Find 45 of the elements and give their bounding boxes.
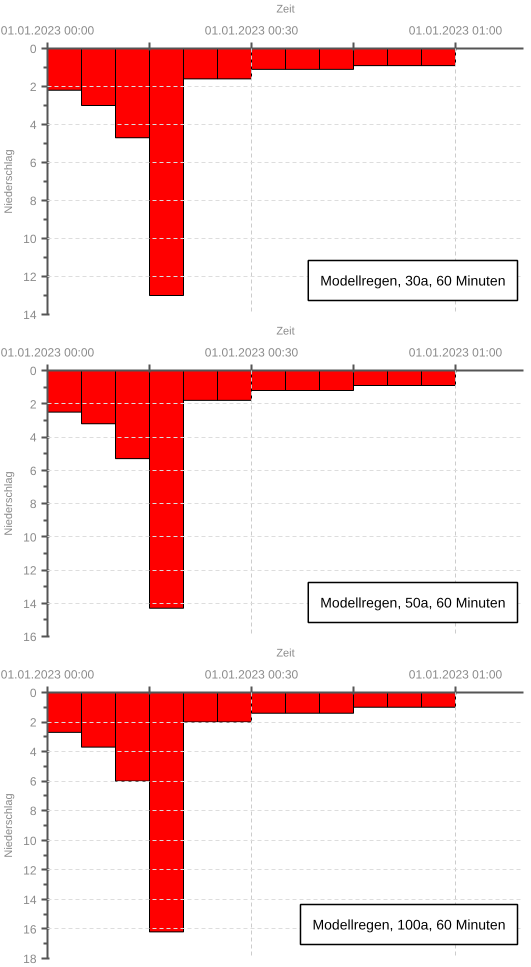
y-tick-label: 14 <box>23 308 37 322</box>
y-tick-label: 6 <box>30 156 37 170</box>
y-tick-label: 14 <box>23 892 37 907</box>
annotation: Modellregen, 30a, 60 Minuten <box>320 272 506 288</box>
y-tick-label: 6 <box>30 464 37 478</box>
y-tick-label: 12 <box>23 863 37 878</box>
y-tick-label: 0 <box>30 686 37 700</box>
y-tick-label: 10 <box>23 232 37 246</box>
y-tick-label: 8 <box>30 194 37 208</box>
x-tick-label: 01.01.2023 00:00 <box>0 346 95 360</box>
x-tick-label: 01.01.2023 01:00 <box>408 24 503 38</box>
x-tick-label: 01.01.2023 00:00 <box>0 24 95 38</box>
y-tick-label: 2 <box>30 80 37 94</box>
y-axis-title: Niederschlag <box>3 793 16 858</box>
y-tick-label: 8 <box>30 804 37 818</box>
y-tick-label: 4 <box>30 745 37 760</box>
y-tick-label: 2 <box>30 716 37 730</box>
y-tick-label: 8 <box>30 497 37 511</box>
y-tick-label: 16 <box>23 922 37 936</box>
y-tick-label: 2 <box>30 397 37 412</box>
y-tick-label: 4 <box>30 118 37 132</box>
x-tick-label: 01.01.2023 00:30 <box>204 24 299 38</box>
y-tick-label: 0 <box>30 42 37 56</box>
x-tick-label: 01.01.2023 00:30 <box>204 346 299 360</box>
y-tick-label: 10 <box>23 834 37 848</box>
y-tick-label: 14 <box>23 596 37 611</box>
y-tick-label: 18 <box>23 952 37 966</box>
x-axis-title: Zeit <box>276 4 295 16</box>
x-tick-label: 01.01.2023 01:00 <box>408 346 503 360</box>
x-tick-label: 01.01.2023 00:30 <box>204 668 299 682</box>
annotation: Modellregen, 50a, 60 Minuten <box>320 594 506 610</box>
x-tick-label: 01.01.2023 01:00 <box>408 668 503 682</box>
y-axis-title: Niederschlag <box>3 149 16 214</box>
y-tick-label: 12 <box>23 270 37 284</box>
x-tick-label: 01.01.2023 00:00 <box>0 668 95 682</box>
x-axis-title: Zeit <box>276 326 295 338</box>
annotation: Modellregen, 100a, 60 Minuten <box>312 916 506 932</box>
y-axis-title: Niederschlag <box>3 471 16 536</box>
x-axis-title: Zeit <box>276 648 295 660</box>
y-tick-label: 0 <box>30 364 37 378</box>
y-tick-label: 4 <box>30 430 37 444</box>
y-tick-label: 6 <box>30 774 37 789</box>
y-tick-label: 16 <box>23 630 37 644</box>
y-tick-label: 12 <box>23 564 37 578</box>
y-tick-label: 10 <box>23 530 37 544</box>
